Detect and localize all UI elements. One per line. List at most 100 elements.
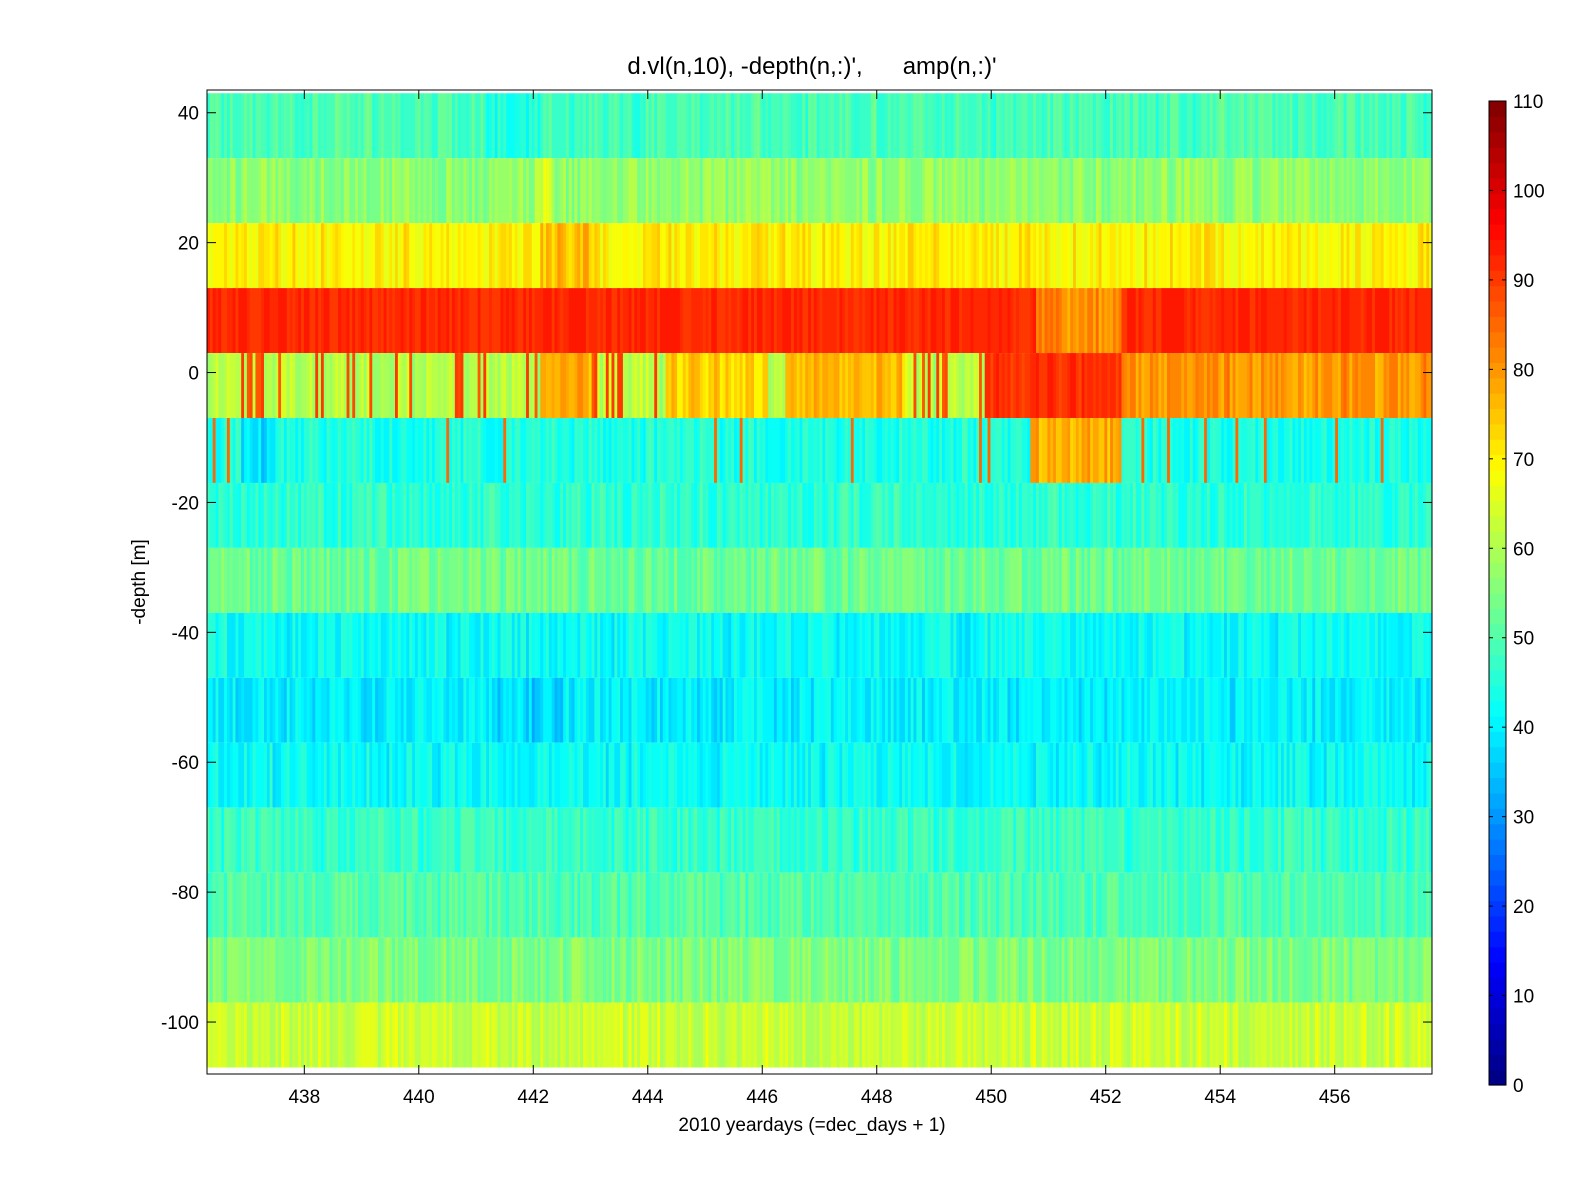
heatmap-cell <box>357 93 362 159</box>
heatmap-cell <box>993 677 997 743</box>
heatmap-cell <box>1292 353 1296 418</box>
heatmap-cell <box>742 223 747 289</box>
heatmap-cell <box>1181 158 1185 224</box>
heatmap-cell <box>1041 353 1046 418</box>
heatmap-cell <box>392 742 396 808</box>
heatmap-cell <box>1098 223 1103 289</box>
heatmap-cell <box>984 612 989 678</box>
heatmap-cell <box>602 223 607 289</box>
heatmap-cell <box>1380 612 1385 678</box>
heatmap-cell <box>756 482 761 548</box>
heatmap-cell <box>224 353 228 418</box>
heatmap-cell <box>862 353 866 418</box>
heatmap-cell <box>708 158 712 224</box>
heatmap-cell <box>1152 223 1157 289</box>
heatmap-cell <box>1366 158 1370 224</box>
heatmap-cell <box>1420 158 1425 224</box>
heatmap-cell <box>1414 742 1419 808</box>
heatmap-cell <box>697 223 701 289</box>
heatmap-cell <box>634 612 638 678</box>
heatmap-cell <box>594 612 598 678</box>
heatmap-cell <box>1070 547 1074 613</box>
heatmap-cell <box>497 223 502 289</box>
heatmap-cell <box>1004 158 1009 224</box>
heatmap-cell <box>526 288 530 354</box>
heatmap-cell <box>446 547 450 613</box>
heatmap-cell <box>443 353 447 418</box>
heatmap-cell <box>266 223 271 289</box>
heatmap-cell <box>756 742 761 808</box>
heatmap-cell <box>859 93 863 159</box>
heatmap-cell <box>887 482 892 548</box>
heatmap-cell <box>1147 612 1151 678</box>
heatmap-cell <box>471 807 476 873</box>
heatmap-cell <box>1406 418 1410 483</box>
heatmap-cell <box>278 158 282 224</box>
heatmap-cell <box>423 158 427 224</box>
heatmap-cell <box>873 158 878 224</box>
heatmap-cell <box>1406 677 1410 743</box>
heatmap-cell <box>879 418 883 483</box>
heatmap-cell <box>679 418 684 483</box>
heatmap-cell <box>594 742 598 808</box>
heatmap-cell <box>283 482 288 548</box>
heatmap-cell <box>261 677 265 743</box>
heatmap-cell <box>651 612 655 678</box>
heatmap-cell <box>950 288 954 354</box>
heatmap-cell <box>491 612 496 678</box>
heatmap-cell <box>226 353 231 418</box>
heatmap-cell <box>326 93 331 159</box>
heatmap-cell <box>289 288 294 354</box>
heatmap-cell <box>671 742 675 808</box>
heatmap-cell <box>882 742 886 808</box>
heatmap-cell <box>1098 288 1103 354</box>
heatmap-cell <box>813 547 818 613</box>
heatmap-cell <box>1221 223 1225 289</box>
heatmap-cell <box>1172 353 1177 418</box>
heatmap-cell <box>249 677 254 743</box>
heatmap-cell <box>961 353 966 418</box>
heatmap-cell <box>682 223 687 289</box>
heatmap-cell <box>568 612 573 678</box>
heatmap-cell <box>933 612 937 678</box>
heatmap-cell <box>671 353 675 418</box>
heatmap-cell <box>1400 677 1405 743</box>
heatmap-cell <box>1007 677 1011 743</box>
heatmap-cell <box>1337 418 1342 483</box>
heatmap-cell <box>776 807 781 873</box>
heatmap-cell <box>363 158 368 224</box>
heatmap-cell <box>540 418 544 483</box>
heatmap-cell <box>1027 742 1031 808</box>
heatmap-cell <box>1169 547 1174 613</box>
heatmap-cell <box>283 807 288 873</box>
heatmap-cell <box>674 353 678 418</box>
heatmap-cell <box>865 742 869 808</box>
heatmap-cell <box>380 353 385 418</box>
heatmap-cell <box>885 93 889 159</box>
heatmap-cell <box>970 288 974 354</box>
heatmap-cell <box>913 288 917 354</box>
heatmap-cell <box>568 807 573 873</box>
heatmap-cell <box>1420 677 1425 743</box>
heatmap-cell <box>323 223 328 289</box>
heatmap-cell <box>944 612 949 678</box>
heatmap-cell <box>1087 612 1091 678</box>
heatmap-cell <box>751 223 755 289</box>
heatmap-cell <box>303 742 308 808</box>
heatmap-cell <box>1187 742 1191 808</box>
heatmap-cell <box>209 677 214 743</box>
heatmap-cell <box>483 677 487 743</box>
heatmap-cell <box>782 418 786 483</box>
heatmap-cell <box>942 742 946 808</box>
heatmap-cell <box>252 353 257 418</box>
heatmap-cell <box>836 288 841 354</box>
heatmap-cell <box>463 482 467 548</box>
heatmap-cell <box>1175 288 1180 354</box>
heatmap-cell <box>1198 612 1202 678</box>
heatmap-cell <box>805 482 809 548</box>
heatmap-cell <box>922 158 926 224</box>
heatmap-cell <box>1075 158 1080 224</box>
heatmap-cell <box>546 612 550 678</box>
heatmap-cell <box>600 353 604 418</box>
heatmap-cell <box>1360 288 1365 354</box>
